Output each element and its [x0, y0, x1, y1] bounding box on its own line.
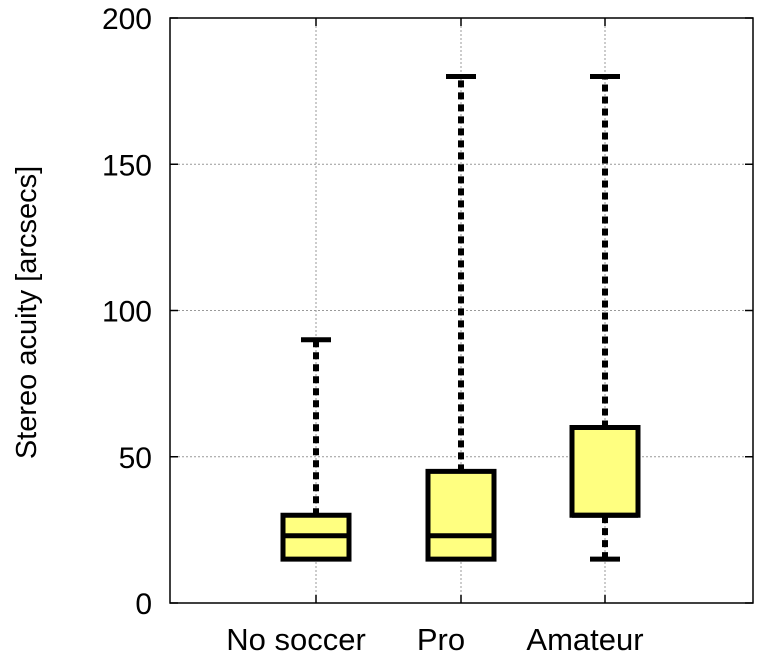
y-tick-label: 100 — [102, 296, 152, 329]
y-tick-label: 50 — [119, 442, 152, 475]
box-group — [425, 74, 497, 562]
x-category-label: Amateur — [526, 622, 643, 657]
box-group — [280, 337, 352, 562]
iqr-box — [425, 468, 497, 562]
x-axis-categories: No soccer Pro Amateur — [226, 622, 643, 657]
y-tick-label: 0 — [135, 588, 152, 621]
y-tick-label: 150 — [102, 149, 152, 182]
box-group — [569, 74, 641, 562]
iqr-box — [569, 425, 641, 518]
x-category-label: No soccer — [226, 622, 366, 657]
y-axis-label: Stereo acuity [arcsecs] — [11, 166, 43, 459]
y-tick-label: 200 — [102, 3, 152, 36]
x-category-label: Pro — [417, 622, 465, 657]
boxes — [280, 74, 641, 562]
y-axis-ticks: 0 50 100 150 200 — [102, 3, 753, 621]
